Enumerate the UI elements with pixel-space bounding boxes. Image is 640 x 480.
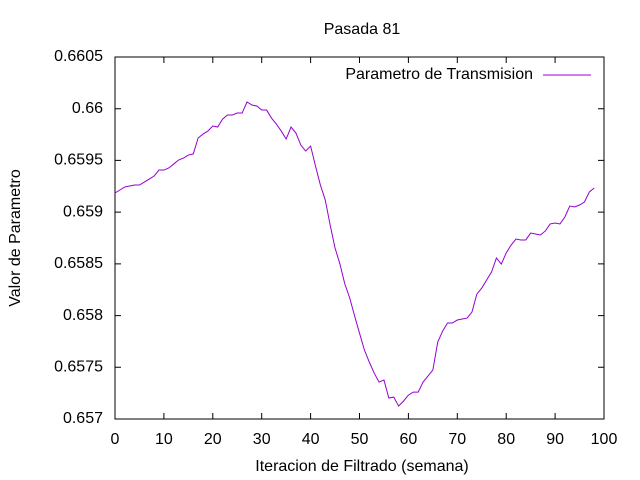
x-tick-label: 90: [546, 431, 564, 448]
plot-frame: [114, 56, 605, 420]
legend-label: Parametro de Transmision: [345, 66, 533, 83]
y-tick-label: 0.6605: [54, 48, 103, 65]
x-tick-label: 0: [111, 431, 120, 448]
x-tick-label: 40: [302, 431, 320, 448]
x-tick-label: 80: [497, 431, 515, 448]
x-tick-label: 10: [155, 431, 173, 448]
y-tick-label: 0.658: [63, 307, 103, 324]
x-tick-label: 30: [253, 431, 271, 448]
y-tick-label: 0.6575: [54, 359, 103, 376]
y-tick-label: 0.6595: [54, 152, 103, 169]
x-tick-label: 60: [400, 431, 418, 448]
y-axis-label: Valor de Parametro: [7, 169, 24, 307]
y-tick-label: 0.6585: [54, 255, 103, 272]
y-tick-label: 0.657: [63, 410, 103, 427]
y-tick-label: 0.659: [63, 203, 103, 220]
x-axis-label: Iteracion de Filtrado (semana): [255, 458, 468, 475]
x-tick-label: 100: [591, 431, 618, 448]
y-tick-label: 0.66: [72, 100, 103, 117]
x-tick-label: 20: [204, 431, 222, 448]
chart-title: Pasada 81: [324, 21, 401, 38]
line: [114, 101, 595, 407]
x-tick-label: 70: [448, 431, 466, 448]
x-tick-label: 50: [351, 431, 369, 448]
